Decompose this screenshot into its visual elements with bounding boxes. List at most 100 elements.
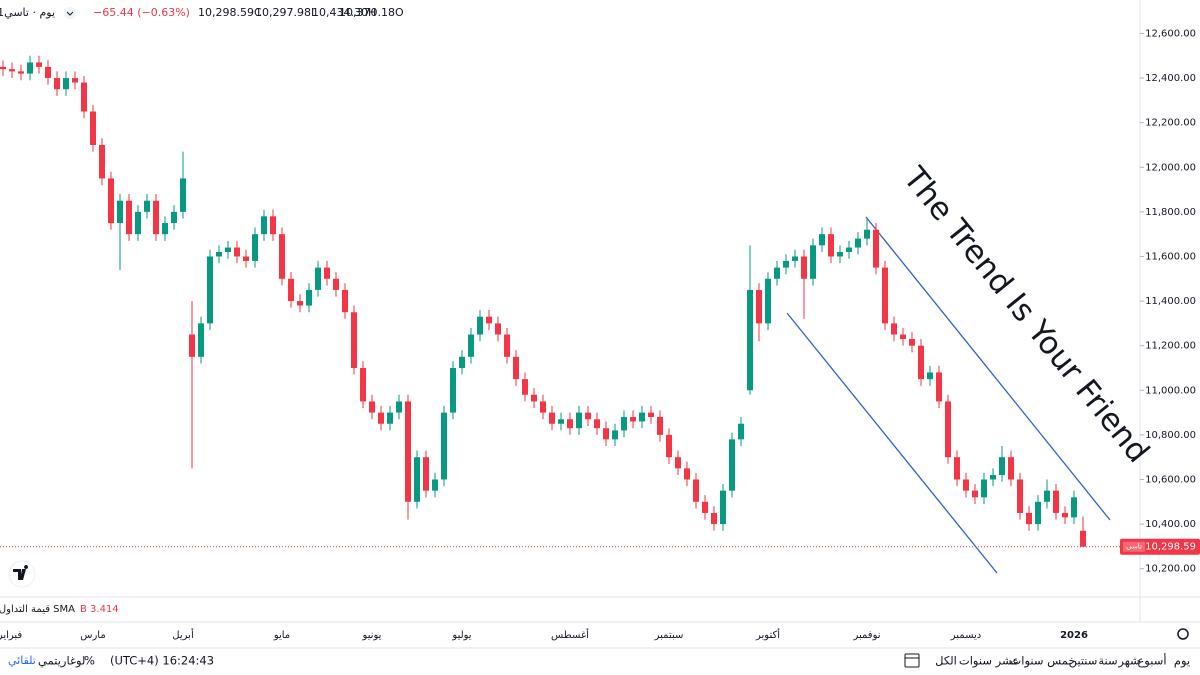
calendar-icon[interactable]: [904, 653, 920, 668]
candle-body: [90, 111, 96, 145]
candles: [0, 55, 1086, 547]
candle-body: [594, 419, 600, 429]
y-tick-label: 12,000.00: [1145, 162, 1196, 173]
settings-icon[interactable]: [1177, 628, 1189, 640]
candle-body: [450, 367, 456, 413]
range-button[interactable]: عشر سنوات: [959, 654, 1019, 669]
candle-body: [324, 267, 330, 279]
candle-body: [432, 479, 438, 491]
range-button[interactable]: الكل: [935, 654, 957, 668]
last-price-box: [1120, 538, 1200, 555]
candle-body: [360, 367, 366, 402]
candle-body: [666, 434, 672, 458]
candle-body: [468, 334, 474, 357]
log-toggle[interactable]: لوغاريتمي: [38, 654, 85, 669]
range-button[interactable]: أسبوع: [1137, 653, 1166, 669]
dropdown-icon[interactable]: [64, 7, 76, 19]
candle-body: [216, 252, 222, 257]
candle-body: [414, 457, 420, 502]
header-ohlc: 10,297.98L: [255, 6, 318, 19]
candle-body: [477, 316, 483, 335]
candle-body: [657, 417, 663, 435]
auto-toggle[interactable]: تلقائي: [8, 654, 36, 667]
candle-body: [117, 200, 123, 224]
y-tick-label: 12,600.00: [1145, 28, 1196, 39]
candle-body: [9, 69, 15, 72]
percent-toggle[interactable]: %: [84, 654, 95, 668]
y-tick-label: 11,400.00: [1145, 296, 1196, 307]
last-price-tag-box: [1123, 541, 1145, 552]
range-button[interactable]: خمس سنوات: [1010, 654, 1075, 669]
candle-body: [198, 323, 204, 357]
candle-body: [135, 211, 141, 235]
range-button[interactable]: شهر: [1117, 654, 1139, 669]
candle-body: [738, 423, 744, 440]
candle-body: [882, 267, 888, 324]
candle-body: [513, 356, 519, 380]
candle-body: [819, 234, 825, 246]
range-button[interactable]: سنتين: [1069, 654, 1098, 669]
candle-body: [576, 412, 582, 429]
candle-body: [531, 394, 537, 402]
candle-body: [810, 245, 816, 279]
trend-line: [786, 312, 998, 574]
candle-body: [333, 278, 339, 290]
candle-body: [504, 334, 510, 357]
x-tick-label: أغسطس: [551, 628, 589, 641]
y-tick-label: 10,400.00: [1145, 519, 1196, 530]
header-ohlc: 10,434.30H: [312, 6, 376, 19]
candle-body: [828, 234, 834, 257]
candle-body: [864, 229, 870, 239]
candle-body: [693, 479, 699, 502]
candle-body: [171, 211, 177, 224]
candle-body: [540, 401, 546, 413]
candle-body: [1053, 490, 1059, 513]
y-tick-label: 10,800.00: [1145, 430, 1196, 441]
last-price-tag: تاسي: [1126, 543, 1142, 551]
candle-body: [603, 428, 609, 440]
header-change: −65.44 (−0.63%): [93, 6, 190, 19]
candle-body: [891, 323, 897, 335]
candle-body: [909, 338, 915, 346]
header-ohlc: 10,298.59C: [198, 6, 262, 19]
candle-body: [702, 501, 708, 513]
x-tick-label: فبراير: [0, 630, 22, 641]
candle-body: [981, 479, 987, 498]
candle-body: [765, 278, 771, 324]
candle-body: [990, 475, 996, 480]
candle-body: [675, 457, 681, 469]
candle-body: [846, 247, 852, 253]
candle-body: [387, 412, 393, 424]
candle-body: [549, 412, 555, 424]
candle-body: [945, 401, 951, 458]
y-tick-label: 11,800.00: [1145, 207, 1196, 218]
candle-body: [873, 229, 879, 268]
candle-body: [684, 468, 690, 480]
header-ohlc: 10,370.18O: [339, 6, 404, 19]
candle-body: [351, 312, 357, 368]
candle-body: [288, 278, 294, 302]
candle-body: [99, 144, 105, 179]
y-tick-label: 11,200.00: [1145, 341, 1196, 352]
clock: (UTC+4) 16:24:43: [110, 654, 214, 668]
candle-body: [27, 62, 33, 74]
symbol-title: 1يوم · تاسي: [0, 6, 55, 19]
candle-body: [495, 323, 501, 335]
candle-body: [405, 401, 411, 502]
candle-body: [1035, 501, 1041, 525]
x-tick-label: مايو: [273, 630, 290, 641]
candle-body: [252, 234, 258, 261]
candle-body: [441, 412, 447, 480]
candle-body: [801, 256, 807, 279]
candle-body: [1062, 512, 1068, 518]
candle-body: [918, 345, 924, 380]
candle-body: [612, 430, 618, 440]
candle-body: [720, 490, 726, 525]
tv-logo: [8, 560, 36, 588]
candle-body: [306, 289, 312, 306]
range-button[interactable]: سنة: [1098, 654, 1117, 668]
candle-body: [774, 267, 780, 279]
indicator-value: B 3.414: [80, 604, 119, 615]
range-button[interactable]: يوم: [1174, 654, 1190, 669]
